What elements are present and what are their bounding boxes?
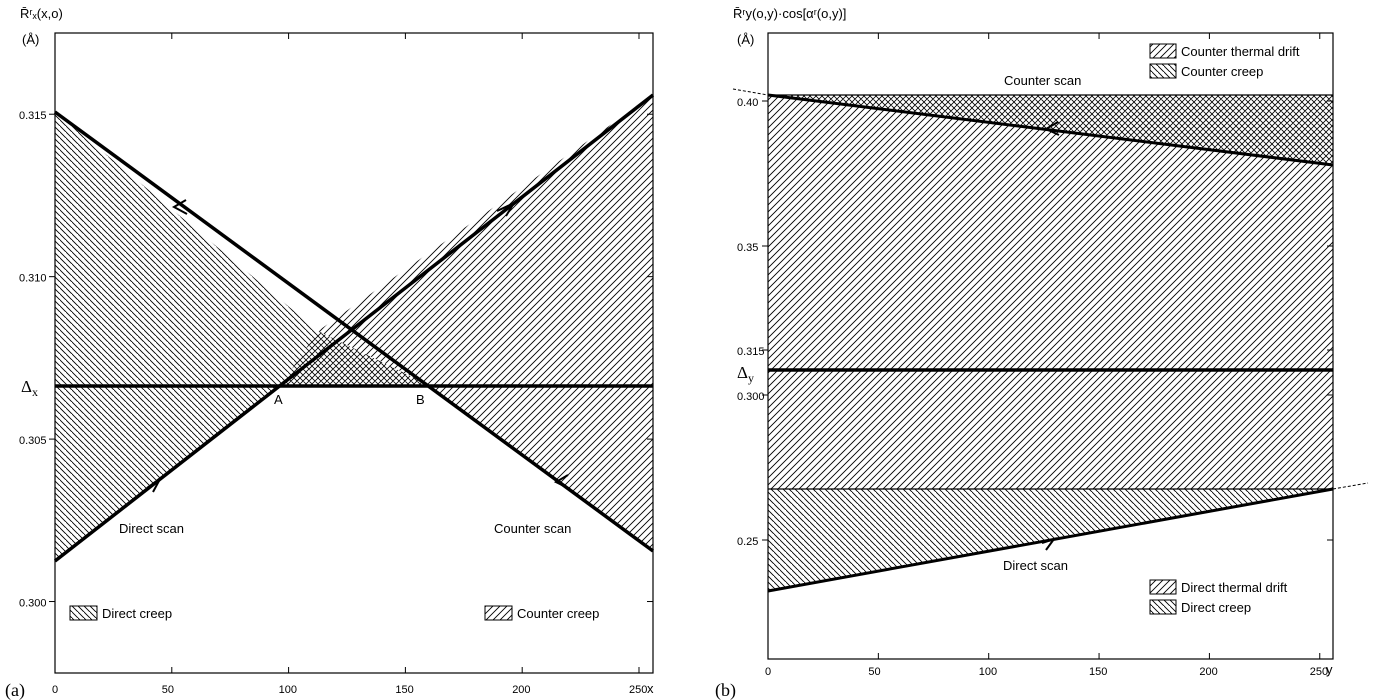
counter-scan-label-a: Counter scan (494, 521, 571, 536)
x-tick-label-a: 200 (512, 684, 530, 696)
direct-scan-label-b: Direct scan (1003, 558, 1068, 573)
x-tick-label-a: 100 (279, 684, 297, 696)
counter-thermal-drift-region (768, 95, 1333, 370)
x-tick-label-a: 50 (162, 684, 174, 696)
dashed-extension-top (732, 88, 769, 96)
point-b-label: B (416, 392, 425, 407)
plot-frame-a (54, 32, 654, 674)
y-axis-label-b: R̄ʳy(o,y)·cos[αʳ(o,y)] (733, 6, 846, 21)
tick-marks-b: 0 50 100 150 200 250 0.40 0.35 0.315 0.300 0.25 (737, 33, 1333, 678)
y-tick-label-b: 0.25 (737, 536, 758, 548)
direct-scan-label-a: Direct scan (119, 521, 184, 536)
delta-y-label: Δy (737, 363, 754, 385)
y-unit-a: (Å) (22, 32, 39, 47)
legend-label-counter-creep: Counter creep (517, 606, 599, 621)
x-tick-label-a: 0 (52, 684, 58, 696)
legend-swatch-direct-thermal-drift (1149, 579, 1177, 595)
panel-label-b: (b) (715, 680, 736, 700)
direct-scan-arrow-b (1041, 537, 1057, 551)
y-unit-b: (Å) (737, 32, 754, 47)
legend-label-direct-creep-b: Direct creep (1181, 600, 1251, 615)
overlap-region (280, 331, 431, 386)
x-tick-label-b: 100 (979, 666, 997, 678)
series-counter-scan-line (53, 110, 655, 553)
counter-scan-label-b: Counter scan (1004, 73, 1081, 88)
y-tick-label-a: 0.305 (19, 435, 47, 447)
legend-swatch-counter-thermal-drift (1149, 43, 1177, 59)
counter-creep-region-top (55, 112, 318, 386)
legend-swatch-direct-creep-b (1149, 599, 1177, 615)
x-tick-label-a: 250 (629, 684, 647, 696)
plot-frame-b (767, 32, 1334, 660)
direct-creep-region-top (318, 95, 653, 386)
y-tick-label-b: 0.300 (737, 391, 765, 403)
y-tick-label-a: 0.300 (19, 598, 47, 610)
direct-scan-arrow-upper (496, 200, 517, 217)
legend-swatch-counter-creep-b (1149, 63, 1177, 79)
x-tick-label-b: 150 (1089, 666, 1107, 678)
panel-b: 0 50 100 150 200 250 0.40 0.35 0.315 0.300 0.25 R̄… (715, 6, 1369, 700)
counter-scan-arrow-lower (553, 474, 571, 490)
delta-x-label: Δx (21, 377, 38, 399)
y-tick-label-a: 0.315 (19, 110, 47, 122)
x-tick-label-b: 50 (868, 666, 880, 678)
point-a-label: A (274, 392, 283, 407)
x-tick-label-a: 150 (395, 684, 413, 696)
direct-scan-arrow-lower (146, 478, 161, 493)
panel-label-a: (a) (5, 680, 25, 700)
panel-a: 0 50 100 150 200 250 0.300 0.305 0.310 0.315 R̄ʳₓ… (5, 6, 655, 700)
x-tick-label-b: 200 (1199, 666, 1217, 678)
x-tick-label-b: 0 (765, 666, 771, 678)
tick-marks-a: 0 50 100 150 200 250 0.300 0.305 0.310 0.315 (19, 33, 653, 696)
dashed-extension-bottom (1332, 482, 1369, 490)
counter-scan-arrow-b (1043, 121, 1060, 136)
y-tick-label-b: 0.35 (737, 242, 758, 254)
y-tick-label-b: 0.315 (737, 346, 765, 358)
legend-label-counter-thermal-drift: Counter thermal drift (1181, 44, 1300, 59)
legend-label-direct-thermal-drift: Direct thermal drift (1181, 580, 1288, 595)
legend-swatch-direct-creep (69, 605, 98, 621)
legend-swatch-counter-creep (484, 605, 513, 621)
y-tick-label-a: 0.310 (19, 273, 47, 285)
x-tick-label-b: 250 (1310, 666, 1328, 678)
legend-label-counter-creep-b: Counter creep (1181, 64, 1263, 79)
counter-scan-arrow-upper (171, 199, 188, 215)
legend-label-direct-creep: Direct creep (102, 606, 172, 621)
direct-thermal-drift-region (768, 370, 1333, 489)
x-axis-end-label-b: y (1326, 662, 1333, 677)
y-axis-label-a: R̄ʳₓ(x,o) (20, 6, 63, 21)
x-axis-end-label-a: x (647, 681, 654, 696)
y-tick-label-b: 0.40 (737, 97, 758, 109)
